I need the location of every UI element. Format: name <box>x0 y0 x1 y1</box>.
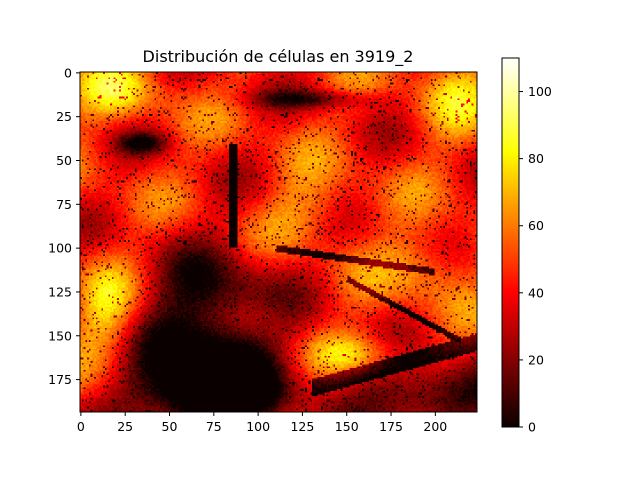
colorbar-gradient <box>502 58 519 427</box>
colorbar-tick-label: 60 <box>528 218 544 233</box>
colorbar-tick-label: 80 <box>528 151 544 166</box>
heatmap-cells <box>80 72 477 412</box>
colorbar-ticks: 0 20 40 60 80 100 <box>519 84 552 435</box>
y-tick-label: 150 <box>48 328 72 343</box>
colorbar-tick-label: 40 <box>528 285 544 300</box>
y-tick-label: 100 <box>48 241 72 256</box>
colorbar: 0 20 40 60 80 100 <box>501 57 552 435</box>
x-tick-label: 175 <box>379 419 403 434</box>
x-tick-label: 25 <box>117 419 133 434</box>
colorbar-frame <box>501 57 520 428</box>
y-tick-label: 50 <box>56 153 72 168</box>
colorbar-tick-label: 100 <box>528 84 552 99</box>
x-axis: 0 25 50 75 100 125 150 175 200 <box>77 412 447 434</box>
x-tick-label: 50 <box>162 419 178 434</box>
x-tick-label: 100 <box>246 419 270 434</box>
heatmap-area <box>79 71 478 413</box>
colorbar-tick-label: 0 <box>528 420 536 435</box>
y-tick-label: 175 <box>48 372 72 387</box>
x-tick-label: 125 <box>290 419 314 434</box>
x-tick-label: 150 <box>335 419 359 434</box>
colorbar-tick-label: 20 <box>528 352 544 367</box>
x-tick-label: 75 <box>206 419 222 434</box>
x-tick-label: 200 <box>423 419 447 434</box>
chart-title: Distribución de células en 3919_2 <box>143 47 414 67</box>
plot-frame <box>79 71 478 413</box>
x-tick-label: 0 <box>77 419 85 434</box>
y-axis: 0 25 50 75 100 125 150 175 <box>48 65 80 387</box>
y-tick-label: 125 <box>48 284 72 299</box>
y-tick-label: 75 <box>56 197 72 212</box>
y-tick-label: 0 <box>64 65 72 80</box>
y-tick-label: 25 <box>56 109 72 124</box>
